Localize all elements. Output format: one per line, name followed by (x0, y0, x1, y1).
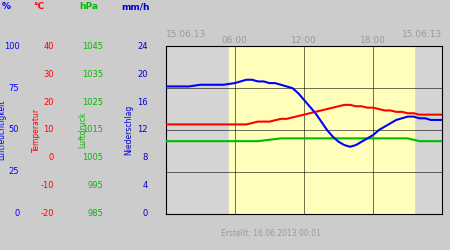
Bar (229, 46, 414, 214)
Text: Erstellt: 16.06.2013 00:01: Erstellt: 16.06.2013 00:01 (221, 229, 321, 238)
Text: 24: 24 (137, 42, 148, 51)
Text: 0: 0 (14, 209, 19, 218)
Text: 1045: 1045 (82, 42, 104, 51)
Text: Luftdruck: Luftdruck (79, 112, 88, 148)
Text: 995: 995 (88, 181, 104, 190)
Text: 1025: 1025 (82, 98, 104, 106)
Text: 100: 100 (4, 42, 19, 51)
Text: 40: 40 (44, 42, 54, 51)
Text: -20: -20 (40, 209, 54, 218)
Text: -10: -10 (40, 181, 54, 190)
Text: Temperatur: Temperatur (32, 108, 40, 152)
Text: 20: 20 (137, 70, 148, 79)
Text: 1005: 1005 (82, 154, 104, 162)
Text: Luftfeuchtigkeit: Luftfeuchtigkeit (0, 100, 6, 160)
Text: 25: 25 (9, 168, 19, 176)
Text: 75: 75 (9, 84, 19, 92)
Text: 20: 20 (44, 98, 54, 106)
Text: 10: 10 (44, 126, 54, 134)
Text: 4: 4 (142, 181, 148, 190)
Text: hPa: hPa (79, 2, 98, 11)
Text: 50: 50 (9, 126, 19, 134)
Text: %: % (2, 2, 11, 11)
Text: 985: 985 (88, 209, 104, 218)
Text: 0: 0 (49, 154, 54, 162)
Text: 0: 0 (142, 209, 148, 218)
Text: 15.06.13: 15.06.13 (402, 30, 442, 39)
Text: 15.06.13: 15.06.13 (166, 30, 206, 39)
Text: 1015: 1015 (82, 126, 104, 134)
Text: 1035: 1035 (82, 70, 104, 79)
Text: mm/h: mm/h (122, 2, 150, 11)
Text: 12: 12 (137, 126, 148, 134)
Text: °C: °C (34, 2, 45, 11)
Text: 30: 30 (43, 70, 54, 79)
Text: 8: 8 (142, 154, 148, 162)
Text: Niederschlag: Niederschlag (124, 105, 133, 155)
Text: 16: 16 (137, 98, 148, 106)
